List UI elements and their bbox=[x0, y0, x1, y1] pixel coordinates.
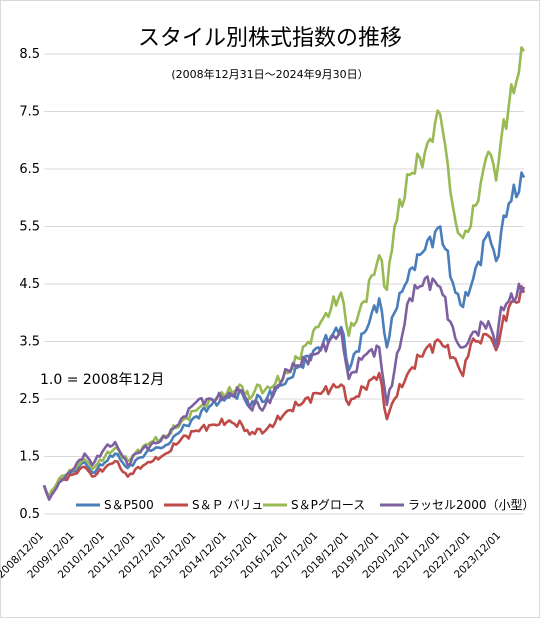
baseline-annotation: 1.0 = 2008年12月 bbox=[40, 372, 165, 388]
series-line-4 bbox=[42, 275, 526, 501]
series-line-3 bbox=[42, 46, 526, 499]
series-lines bbox=[42, 46, 526, 501]
legend-label: ラッセル2000（小型） bbox=[408, 498, 535, 512]
y-tick-label: 7.5 bbox=[19, 105, 40, 120]
legend: S＆P500 S＆Ｐ バリュー S＆Pグロース ラッセル2000（小型） bbox=[76, 498, 535, 512]
y-tick-label: 5.5 bbox=[19, 220, 40, 235]
y-tick-label: 6.5 bbox=[19, 162, 40, 177]
chart-title: スタイル別株式指数の推移 bbox=[137, 26, 402, 51]
y-tick-label: 1.5 bbox=[19, 450, 40, 465]
legend-label: S＆Pグロース bbox=[291, 498, 365, 512]
x-axis-ticks: 2008/12/012009/12/012010/12/012011/12/01… bbox=[0, 530, 503, 581]
gridlines bbox=[44, 53, 524, 515]
y-tick-label: 0.5 bbox=[19, 507, 40, 522]
y-tick-label: 2.5 bbox=[19, 392, 40, 407]
series-line-1 bbox=[42, 171, 526, 500]
y-axis-ticks: 0.5 1.5 2.5 3.5 4.5 5.5 6.5 7.5 8.5 bbox=[19, 47, 40, 522]
legend-label: S＆P500 bbox=[104, 498, 154, 512]
series-line-2 bbox=[42, 285, 526, 499]
y-tick-label: 3.5 bbox=[19, 335, 40, 350]
chart-subtitle: (2008年12月31日～2024年9月30日） bbox=[171, 68, 369, 81]
y-tick-label: 8.5 bbox=[19, 47, 40, 62]
legend-label: S＆Ｐ バリュー bbox=[192, 498, 275, 512]
y-tick-label: 4.5 bbox=[19, 277, 40, 292]
